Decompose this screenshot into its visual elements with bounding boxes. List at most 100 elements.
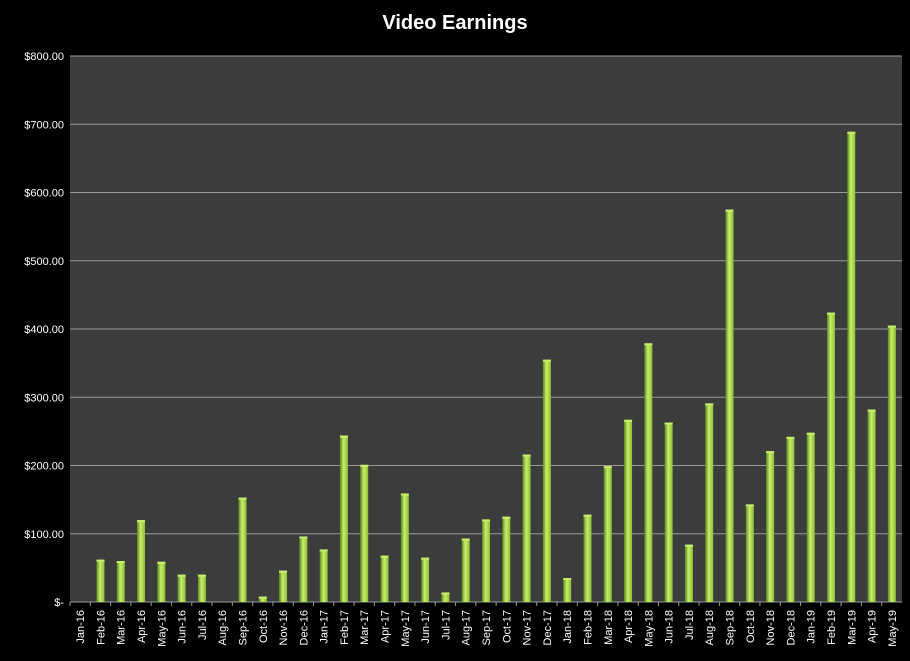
- bar: [482, 519, 490, 602]
- bar-cap: [360, 464, 369, 467]
- bar: [299, 536, 308, 602]
- bar-cap: [177, 574, 186, 577]
- bar-cap: [339, 435, 348, 438]
- bar-cap: [238, 497, 247, 500]
- x-tick-label: Feb-17: [339, 610, 351, 645]
- bar-cap: [867, 409, 876, 412]
- bar: [583, 514, 592, 602]
- bar: [867, 409, 876, 602]
- x-tick-label: Jan-18: [562, 610, 574, 644]
- x-tick-label: Oct-18: [745, 610, 757, 643]
- bar-cap: [157, 561, 166, 564]
- x-tick-label: Nov-18: [765, 610, 777, 645]
- bar: [766, 451, 775, 602]
- x-tick-label: Nov-16: [278, 610, 290, 645]
- bar: [502, 516, 511, 602]
- bar-cap: [624, 419, 633, 422]
- x-tick-label: Jan-19: [806, 610, 818, 644]
- x-tick-label: Sep-17: [481, 610, 493, 645]
- bar: [441, 592, 450, 602]
- bar-cap: [197, 574, 206, 577]
- y-tick-label: $200.00: [24, 461, 64, 473]
- x-tick-label: Jul-16: [197, 610, 209, 640]
- bar-cap: [583, 514, 592, 517]
- bar: [258, 596, 267, 602]
- y-tick-label: $600.00: [24, 188, 64, 200]
- x-tick-label: Nov-17: [522, 610, 534, 645]
- x-tick-label: Jun-16: [177, 610, 189, 644]
- x-tick-label: Aug-16: [217, 610, 229, 645]
- bar-cap: [684, 544, 693, 547]
- x-tick-label: Jan-17: [319, 610, 331, 644]
- x-tick-label: Apr-18: [623, 610, 635, 643]
- y-tick-label: $800.00: [24, 51, 64, 63]
- bar-cap: [847, 131, 856, 134]
- x-tick-label: Mar-17: [359, 610, 371, 645]
- bar: [664, 422, 673, 602]
- x-tick-label: Jul-18: [684, 610, 696, 640]
- bars: [96, 131, 896, 602]
- bar-cap: [766, 451, 775, 454]
- bar: [421, 557, 430, 602]
- bar-cap: [745, 504, 754, 507]
- x-tick-label: Dec-16: [298, 610, 310, 645]
- bar: [279, 570, 288, 602]
- bar: [360, 464, 369, 602]
- bar: [745, 504, 754, 602]
- bar-cap: [299, 536, 308, 539]
- x-tick-label: Dec-18: [785, 610, 797, 645]
- bar: [461, 538, 470, 602]
- bar-cap: [400, 493, 409, 496]
- x-axis: Jan-16 Feb-16 Mar-16 Apr-16 May-16 Jun-16 Jul-…: [69, 602, 899, 647]
- bar: [684, 544, 693, 602]
- bar-cap: [137, 520, 146, 523]
- x-tick-label: Sep-18: [725, 610, 737, 645]
- bar: [705, 403, 714, 602]
- bar-cap: [461, 538, 470, 541]
- bar-cap: [887, 325, 896, 328]
- x-tick-label: Feb-19: [826, 610, 838, 645]
- x-tick-label: May-16: [156, 610, 168, 647]
- bar: [806, 432, 815, 602]
- x-tick-label: Mar-18: [603, 610, 615, 645]
- x-tick-label: May-17: [400, 610, 412, 647]
- x-tick-label: Jun-18: [664, 610, 676, 644]
- y-tick-label: $500.00: [24, 256, 64, 268]
- x-tick-label: Jan-16: [75, 610, 87, 644]
- bar: [137, 520, 146, 602]
- x-tick-label: Apr-16: [136, 610, 148, 643]
- bar-cap: [96, 559, 105, 562]
- bar-cap: [644, 343, 653, 346]
- bar-cap: [522, 454, 531, 457]
- x-tick-label: Dec-17: [542, 610, 554, 645]
- bar: [197, 574, 206, 602]
- bar-cap: [603, 466, 612, 469]
- x-tick-label: Feb-16: [95, 610, 107, 645]
- bar-cap: [421, 557, 430, 560]
- x-tick-label: May-19: [887, 610, 899, 647]
- bar: [887, 325, 896, 602]
- bar-cap: [441, 592, 450, 595]
- bar: [96, 559, 105, 602]
- chart-title: Video Earnings: [382, 12, 528, 34]
- bar: [319, 549, 328, 602]
- bar: [725, 209, 734, 602]
- x-tick-label: Mar-16: [116, 610, 128, 645]
- x-tick-label: Jul-17: [440, 610, 452, 640]
- bar-cap: [258, 596, 267, 599]
- bar-cap: [664, 422, 673, 425]
- y-axis: $- $100.00 $200.00 $300.00 $400.00 $500.00 $60…: [24, 51, 64, 609]
- bar: [542, 359, 551, 602]
- x-tick-label: Aug-17: [461, 610, 473, 645]
- bar: [603, 466, 612, 602]
- bar-cap: [705, 403, 714, 406]
- x-tick-label: Apr-17: [380, 610, 392, 643]
- bar: [786, 436, 795, 602]
- bar-cap: [725, 209, 734, 212]
- bar-cap: [806, 432, 815, 435]
- y-tick-label: $-: [54, 597, 64, 609]
- x-tick-label: Mar-19: [846, 610, 858, 645]
- bar-cap: [502, 516, 511, 519]
- bar-cap: [380, 555, 389, 558]
